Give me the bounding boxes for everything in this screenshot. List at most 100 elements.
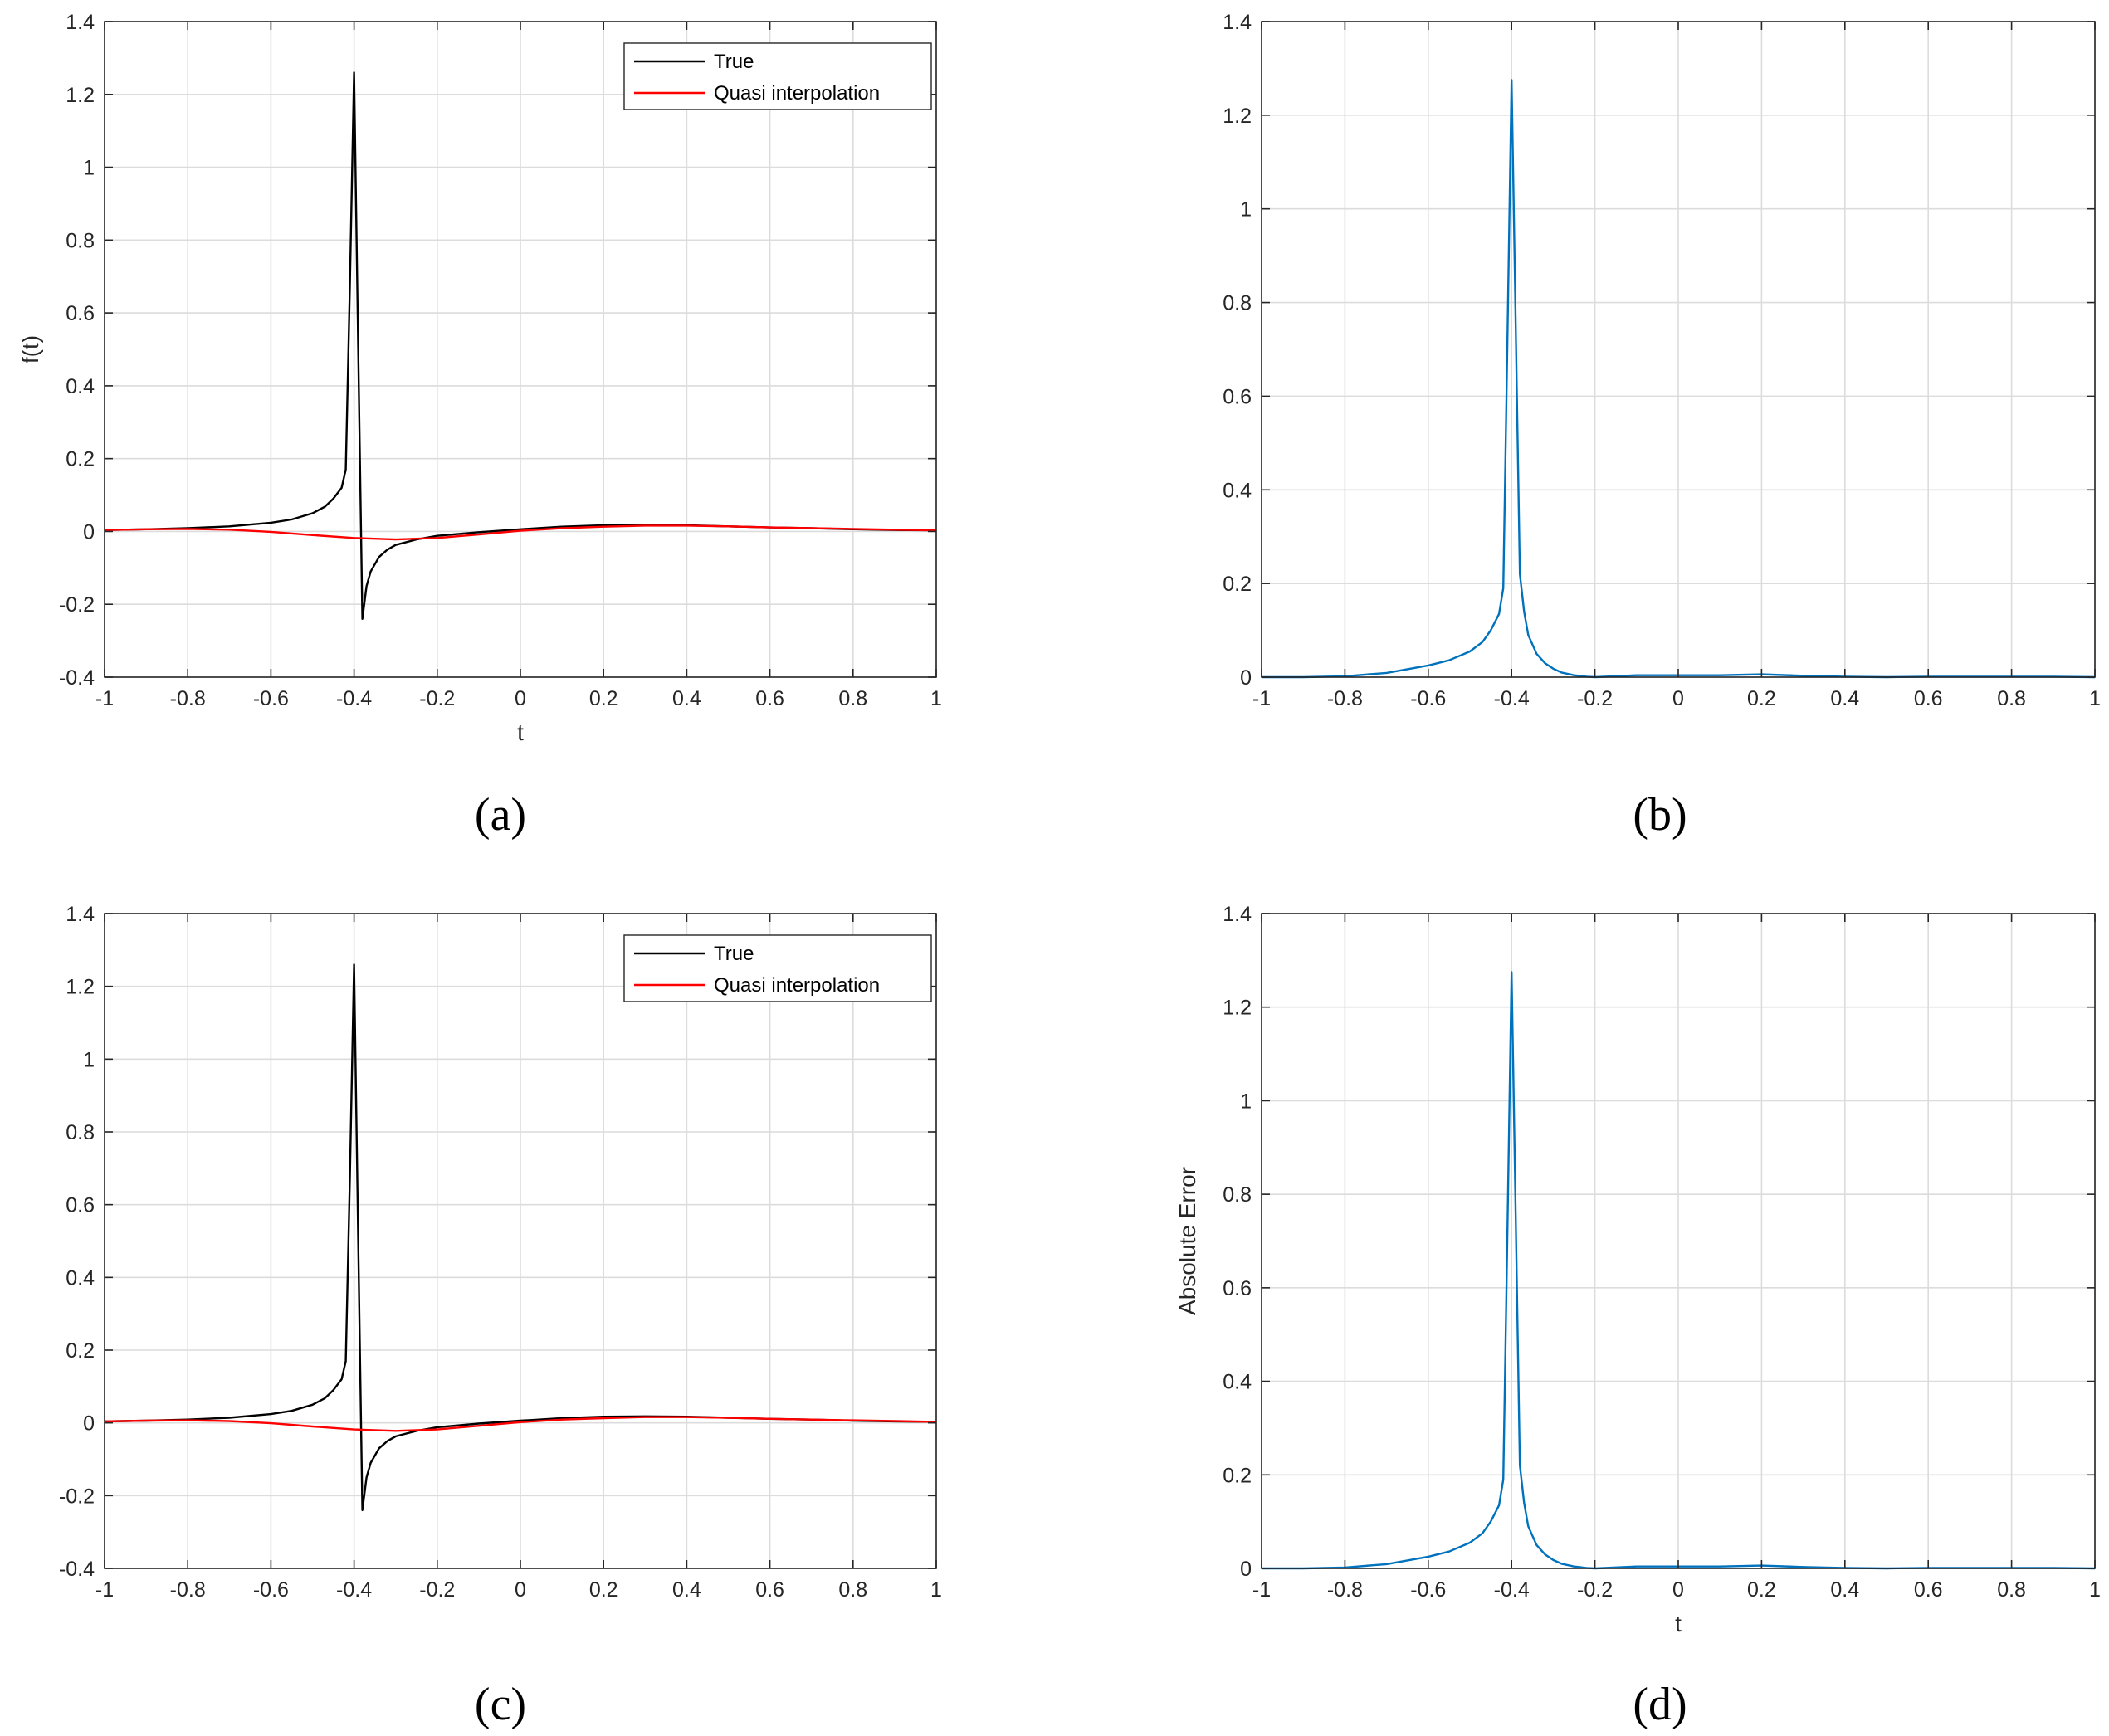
x-tick-label-b-1: -0.8 — [1327, 687, 1363, 710]
x-tick-label-a-9: 0.8 — [838, 687, 867, 710]
y-tick-label-c-9: 1.4 — [66, 903, 95, 926]
y-tick-label-a-2: 0 — [83, 520, 95, 544]
y-axis-label-d: Absolute Error — [1174, 1167, 1200, 1315]
y-tick-label-b-4: 0.8 — [1223, 292, 1252, 315]
series-line-a-1 — [104, 524, 937, 541]
y-tick-label-a-8: 1.2 — [66, 84, 95, 107]
x-tick-label-c-3: -0.4 — [336, 1578, 372, 1602]
y-tick-label-b-1: 0.2 — [1223, 573, 1252, 596]
x-tick-label-a-2: -0.6 — [253, 687, 289, 710]
x-tick-label-d-9: 0.8 — [1997, 1578, 2026, 1602]
y-tick-label-a-6: 0.8 — [66, 229, 95, 252]
y-tick-label-a-9: 1.4 — [66, 11, 95, 34]
panel-label-d: (d) — [1633, 1679, 1687, 1730]
x-tick-label-b-10: 1 — [2089, 687, 2101, 710]
x-tick-label-a-7: 0.4 — [672, 687, 701, 710]
x-tick-label-c-2: -0.6 — [253, 1578, 289, 1602]
x-tick-label-c-5: 0 — [515, 1578, 526, 1602]
x-tick-label-c-0: -1 — [95, 1578, 114, 1602]
y-tick-label-d-2: 0.4 — [1223, 1371, 1252, 1394]
x-tick-label-d-2: -0.6 — [1410, 1578, 1446, 1602]
x-tick-label-a-8: 0.6 — [755, 687, 784, 710]
x-tick-label-d-3: -0.4 — [1494, 1578, 1530, 1602]
x-tick-label-b-3: -0.4 — [1494, 687, 1530, 710]
y-tick-label-d-5: 1 — [1240, 1090, 1252, 1113]
y-tick-label-c-4: 0.4 — [66, 1266, 95, 1290]
x-axis-label-a: t — [517, 719, 524, 745]
y-tick-label-c-6: 0.8 — [66, 1121, 95, 1144]
y-tick-label-a-3: 0.2 — [66, 448, 95, 471]
y-tick-label-b-0: 0 — [1240, 666, 1252, 690]
y-tick-label-b-7: 1.4 — [1223, 11, 1252, 34]
x-tick-label-d-7: 0.4 — [1830, 1578, 1859, 1602]
x-tick-label-d-1: -0.8 — [1327, 1578, 1363, 1602]
legend-box-c — [623, 934, 932, 1002]
panel-b-chart: -1 -0.8 -0.6 -0.4 -0.2 0 0.2 0.4 0.6 0.8 1 0 0.2 0.4 0… — [1223, 11, 2101, 710]
y-tick-label-c-7: 1 — [83, 1048, 95, 1071]
y-tick-label-d-4: 0.8 — [1223, 1183, 1252, 1207]
x-tick-label-a-1: -0.8 — [170, 687, 206, 710]
x-tick-label-d-4: -0.2 — [1577, 1578, 1613, 1602]
y-tick-label-d-1: 0.2 — [1223, 1464, 1252, 1487]
y-tick-label-b-3: 0.6 — [1223, 385, 1252, 408]
x-tick-label-b-9: 0.8 — [1997, 687, 2026, 710]
x-tick-label-c-4: -0.2 — [419, 1578, 455, 1602]
y-tick-label-d-6: 1.2 — [1223, 997, 1252, 1020]
panel-label-b: (b) — [1633, 789, 1687, 841]
y-tick-label-d-3: 0.6 — [1223, 1277, 1252, 1300]
panel-d-chart: -1 -0.8 -0.6 -0.4 -0.2 0 0.2 0.4 0.6 0.8 1 0 0.2 0.4 0… — [1174, 903, 2101, 1636]
y-tick-label-d-0: 0 — [1240, 1558, 1252, 1581]
panel-c-chart: -1 -0.8 -0.6 -0.4 -0.2 0 0.2 0.4 0.6 0.8 1 -0.4 -0.2… — [59, 903, 942, 1602]
y-tick-label-a-4: 0.4 — [66, 375, 95, 398]
x-tick-label-a-6: 0.2 — [589, 687, 618, 710]
y-tick-label-b-5: 1 — [1240, 198, 1252, 222]
legend-label-c-1: Quasi interpolation — [714, 974, 880, 997]
x-tick-label-c-6: 0.2 — [589, 1578, 618, 1602]
x-tick-label-d-10: 1 — [2089, 1578, 2101, 1602]
y-tick-label-a-7: 1 — [83, 157, 95, 180]
panel-label-c: (c) — [475, 1679, 526, 1730]
y-tick-label-c-1: -0.2 — [59, 1485, 95, 1508]
x-tick-label-b-7: 0.4 — [1830, 687, 1859, 710]
y-tick-label-a-0: -0.4 — [59, 666, 95, 690]
y-tick-label-c-8: 1.2 — [66, 976, 95, 999]
y-tick-label-c-5: 0.6 — [66, 1194, 95, 1217]
x-tick-label-b-4: -0.2 — [1577, 687, 1613, 710]
x-tick-label-c-8: 0.6 — [755, 1578, 784, 1602]
legend-label-c-0: True — [714, 943, 754, 965]
x-tick-label-a-5: 0 — [515, 687, 526, 710]
x-tick-label-c-10: 1 — [930, 1578, 942, 1602]
x-tick-label-a-0: -1 — [95, 687, 114, 710]
x-tick-label-a-3: -0.4 — [336, 687, 372, 710]
x-tick-label-c-1: -0.8 — [170, 1578, 206, 1602]
y-tick-label-c-3: 0.2 — [66, 1339, 95, 1363]
x-tick-label-a-4: -0.2 — [419, 687, 455, 710]
y-tick-label-a-5: 0.6 — [66, 302, 95, 325]
x-tick-label-b-2: -0.6 — [1410, 687, 1446, 710]
series-line-c-1 — [104, 1416, 937, 1432]
x-tick-label-d-0: -1 — [1252, 1578, 1271, 1602]
x-tick-label-b-8: 0.6 — [1914, 687, 1943, 710]
panel-a-chart: -1 -0.8 -0.6 -0.4 -0.2 0 0.2 0.4 0.6 0.8 1 -0.4 -0.2… — [17, 11, 942, 745]
legend-box-a — [623, 42, 932, 110]
x-tick-label-c-7: 0.4 — [672, 1578, 701, 1602]
x-tick-label-c-9: 0.8 — [838, 1578, 867, 1602]
y-tick-label-c-0: -0.4 — [59, 1558, 95, 1581]
x-tick-label-b-0: -1 — [1252, 687, 1271, 710]
y-tick-label-a-1: -0.2 — [59, 593, 95, 617]
y-tick-label-c-2: 0 — [83, 1412, 95, 1436]
y-tick-label-b-6: 1.2 — [1223, 105, 1252, 128]
x-tick-label-d-8: 0.6 — [1914, 1578, 1943, 1602]
y-tick-label-b-2: 0.4 — [1223, 479, 1252, 502]
x-tick-label-b-5: 0 — [1672, 687, 1684, 710]
x-tick-label-d-6: 0.2 — [1747, 1578, 1776, 1602]
y-axis-label-a: f(t) — [17, 335, 43, 363]
x-tick-label-d-5: 0 — [1672, 1578, 1684, 1602]
legend-label-a-1: Quasi interpolation — [714, 82, 880, 105]
panel-label-a: (a) — [475, 789, 526, 841]
x-tick-label-a-10: 1 — [930, 687, 942, 710]
x-axis-label-d: t — [1675, 1611, 1682, 1636]
y-tick-label-d-7: 1.4 — [1223, 903, 1252, 926]
legend-label-a-0: True — [714, 51, 754, 73]
